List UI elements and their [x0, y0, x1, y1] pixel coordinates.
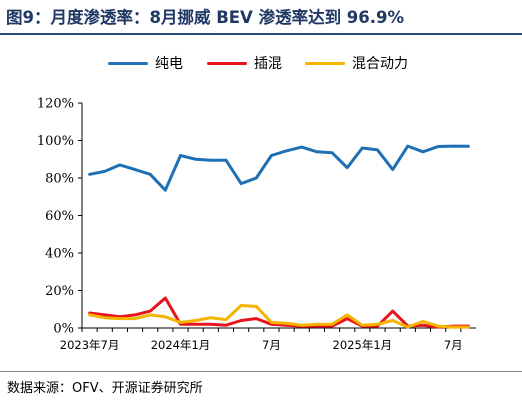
data-source-note: 数据来源：OFV、开源证券研究所 — [7, 381, 203, 396]
x-tick-label: 2024年1月 — [151, 338, 211, 352]
y-tick-label: 60% — [45, 209, 74, 224]
x-tick-label: 2025年1月 — [333, 338, 393, 352]
x-tick-label: 7月 — [262, 338, 281, 352]
y-tick-label: 40% — [45, 247, 74, 262]
chart-legend: 纯电 插混 混合动力 — [0, 52, 522, 76]
series-line-1 — [88, 296, 470, 329]
legend-label-bev: 纯电 — [155, 56, 183, 72]
legend-label-hybrid: 混合动力 — [352, 56, 408, 72]
series-line-0 — [88, 144, 470, 192]
legend-label-phev: 插混 — [254, 56, 282, 72]
chart-title: 图9：月度渗透率：8月挪威 BEV 渗透率达到 96.9% — [6, 8, 405, 27]
source-divider — [0, 371, 522, 372]
legend-swatch-hybrid — [305, 62, 345, 65]
legend-swatch-phev — [207, 62, 247, 65]
y-tick-label: 120% — [37, 97, 74, 112]
series-line-2 — [88, 304, 470, 329]
x-tick-label: 2023年7月 — [60, 338, 120, 352]
line-chart: 0% 20% 40% 60% 80% 100% 120% 2023年7月 2024年1月 7月 20… — [37, 97, 476, 352]
y-tick-label: 20% — [45, 284, 74, 299]
y-tick-label: 100% — [37, 134, 74, 149]
title-underline — [0, 33, 522, 35]
y-tick-label: 0% — [53, 322, 74, 337]
x-tick-label: 7月 — [444, 338, 463, 352]
legend-swatch-bev — [108, 62, 148, 65]
y-tick-label: 80% — [45, 172, 74, 187]
